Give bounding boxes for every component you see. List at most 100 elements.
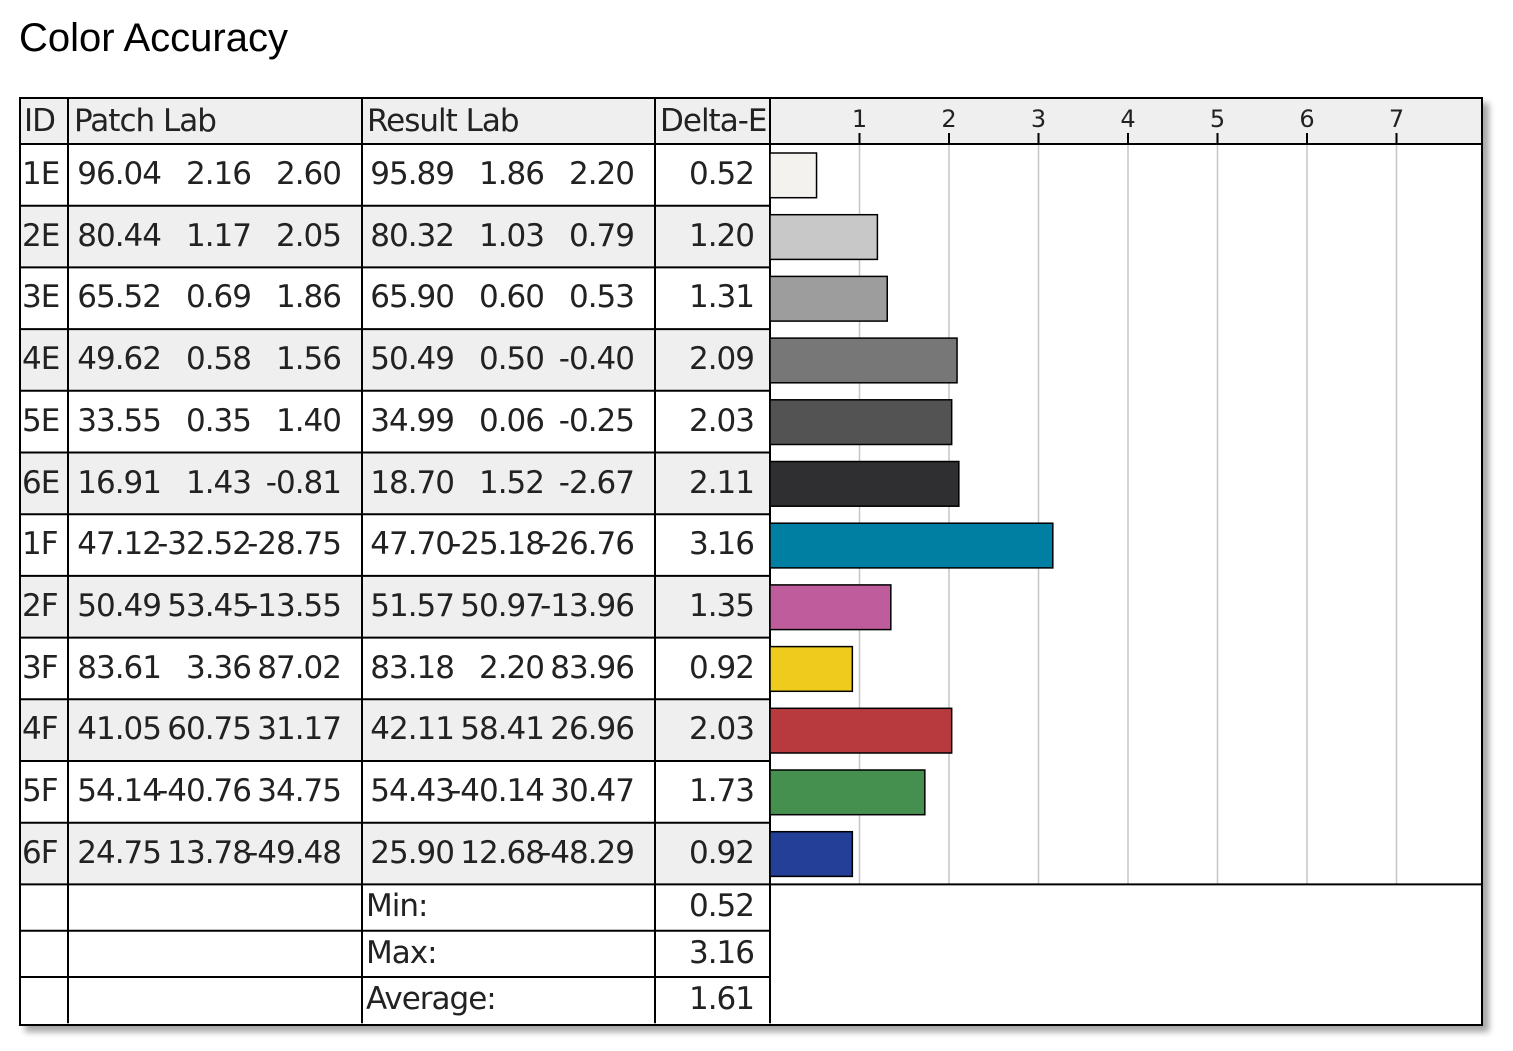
result-lab-value: -26.76: [540, 526, 635, 563]
summary-label: Average:: [366, 981, 497, 1017]
patch-lab-value: 31.17: [257, 711, 342, 748]
header-id: ID: [24, 103, 56, 139]
delta-e-value: 2.09: [688, 341, 755, 378]
axis-tick-label: 7: [1389, 105, 1404, 133]
bar-5F: [769, 769, 926, 816]
patch-lab-value: 1.56: [275, 341, 342, 378]
result-lab-value: 12.68: [460, 834, 545, 871]
page-title: Color Accuracy: [19, 16, 288, 60]
patch-lab-value: 2.05: [275, 217, 342, 254]
result-lab-value: 2.20: [568, 156, 635, 192]
patch-lab-value: 54.14: [77, 773, 162, 809]
patch-lab-value: 1.86: [275, 279, 342, 316]
delta-e-value: 0.92: [688, 834, 755, 871]
patch-lab-value: 33.55: [77, 402, 162, 439]
result-lab-value: 0.53: [568, 279, 635, 316]
row-id: 6F: [22, 834, 59, 871]
patch-lab-value: 0.69: [185, 279, 252, 316]
result-lab-value: 26.96: [550, 711, 635, 748]
patch-lab-value: 2.60: [275, 156, 342, 192]
patch-lab-value: 60.75: [167, 711, 252, 748]
result-lab-value: -0.40: [558, 341, 635, 378]
patch-lab-value: 87.02: [257, 649, 342, 686]
result-lab-value: 25.90: [370, 834, 455, 871]
patch-lab-value: 34.75: [257, 773, 342, 809]
result-lab-value: 83.96: [550, 649, 635, 686]
summary-value: 3.16: [688, 934, 755, 971]
delta-e-value: 2.03: [688, 402, 755, 439]
delta-e-value: 0.52: [688, 156, 755, 192]
result-lab-value: -2.67: [558, 464, 635, 501]
bar-2E: [769, 213, 879, 261]
row-id: 1E: [22, 156, 60, 192]
delta-e-bar-chart: 1 2 3 4 5 6 7: [769, 105, 1404, 878]
header-patch-lab: Patch Lab: [74, 103, 217, 139]
row-shade: [21, 699, 770, 761]
table-grid: [21, 99, 1481, 1024]
result-lab-value: 80.32: [370, 217, 455, 254]
result-lab-value: 0.79: [568, 217, 635, 254]
axis-tick-label: 1: [852, 105, 867, 133]
result-lab-value: 30.47: [550, 773, 635, 809]
result-lab-value: 83.18: [370, 649, 455, 686]
patch-lab-value: -40.76: [157, 773, 252, 809]
patch-lab-value: -0.81: [265, 464, 342, 501]
bar-6E: [769, 460, 960, 507]
result-lab-value: 34.99: [370, 402, 455, 439]
patch-lab-value: 0.58: [185, 341, 252, 378]
summary-label: Max:: [366, 934, 438, 971]
patch-lab-value: 65.52: [77, 279, 162, 316]
row-id: 1F: [22, 526, 59, 563]
delta-e-value: 3.16: [688, 526, 755, 563]
result-lab-value: -13.96: [540, 587, 635, 624]
row-shade: [21, 452, 770, 515]
delta-e-value: 0.92: [688, 649, 755, 686]
bar-2F: [769, 584, 892, 631]
patch-lab-value: -13.55: [247, 587, 342, 624]
bar-4E: [769, 337, 958, 384]
bar-1E: [769, 152, 818, 199]
result-lab-value: 2.20: [478, 649, 545, 686]
patch-lab-value: 13.78: [167, 834, 252, 871]
header-delta-e: Delta-E: [660, 103, 767, 139]
result-lab-value: 95.89: [370, 156, 455, 192]
bar-6F: [769, 830, 854, 878]
result-lab-value: 1.03: [478, 217, 545, 254]
result-lab-value: 50.97: [460, 587, 545, 624]
row-shade: [21, 329, 770, 391]
row-shade: [21, 205, 770, 268]
row-shade: [21, 822, 770, 885]
patch-lab-value: 41.05: [77, 711, 162, 748]
result-lab-value: 42.11: [370, 711, 455, 748]
delta-e-value: 1.35: [688, 587, 755, 624]
result-lab-value: 0.50: [478, 341, 545, 378]
patch-lab-value: 49.62: [77, 341, 162, 378]
patch-lab-value: 50.49: [77, 587, 162, 624]
delta-e-value: 1.73: [688, 773, 755, 809]
delta-e-value: 2.03: [688, 711, 755, 748]
axis-tick-label: 6: [1299, 105, 1314, 133]
patch-lab-value: 1.40: [275, 402, 342, 439]
patch-lab-value: 96.04: [77, 156, 162, 192]
bar-5E: [769, 399, 953, 446]
result-lab-value: 1.52: [478, 464, 545, 501]
result-lab-value: 54.43: [370, 773, 455, 809]
summary-label: Min:: [366, 888, 428, 925]
patch-lab-value: 47.12: [77, 526, 162, 563]
patch-lab-value: 83.61: [77, 649, 162, 686]
bar-4F: [769, 707, 953, 754]
bar-1F: [769, 522, 1054, 569]
axis-tick-label: 2: [941, 105, 956, 133]
delta-e-value: 1.20: [688, 217, 755, 254]
patch-lab-value: 1.17: [185, 217, 252, 254]
result-lab-value: 18.70: [370, 464, 455, 501]
result-lab-value: 47.70: [370, 526, 455, 563]
row-id: 3F: [22, 649, 59, 686]
result-lab-value: -48.29: [540, 834, 635, 871]
patch-lab-value: 53.45: [167, 587, 252, 624]
result-lab-value: 0.06: [478, 402, 545, 439]
result-lab-value: 1.86: [478, 156, 545, 192]
patch-lab-value: -49.48: [247, 834, 342, 871]
row-id: 3E: [22, 279, 60, 316]
result-lab-value: 50.49: [370, 341, 455, 378]
